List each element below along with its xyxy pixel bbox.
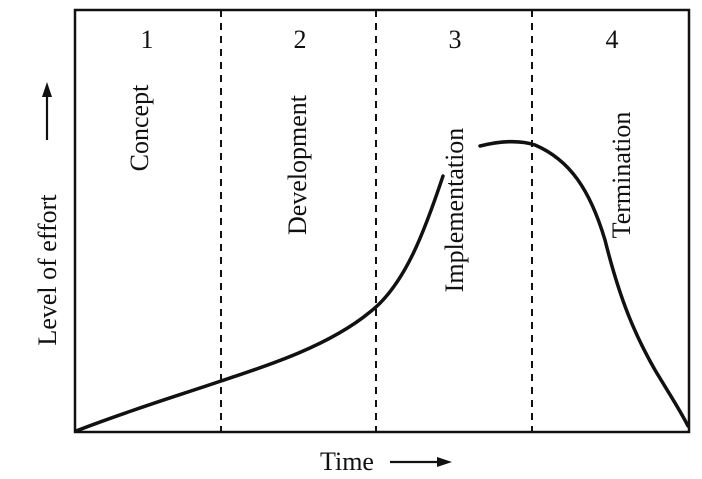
phase-name: Termination (607, 112, 636, 239)
y-axis-arrow-head (42, 82, 52, 97)
x-axis-arrow-head (437, 457, 452, 467)
phase-number: 3 (449, 25, 462, 54)
phase-number: 4 (606, 25, 619, 54)
effort-curve (74, 174, 445, 433)
phase-number: 1 (141, 25, 154, 54)
y-axis-label: Level of effort (33, 194, 62, 346)
frame (73, 8, 691, 434)
effort-curve (478, 140, 690, 428)
phase-name: Implementation (440, 128, 469, 293)
phase-number: 2 (294, 25, 307, 54)
phase-name: Concept (125, 84, 154, 171)
x-axis-label: Time (320, 447, 374, 476)
phase-name: Development (283, 94, 312, 235)
